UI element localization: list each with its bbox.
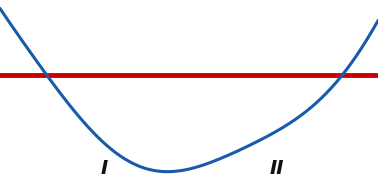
Text: I: I	[100, 159, 108, 178]
Text: II: II	[270, 159, 285, 178]
